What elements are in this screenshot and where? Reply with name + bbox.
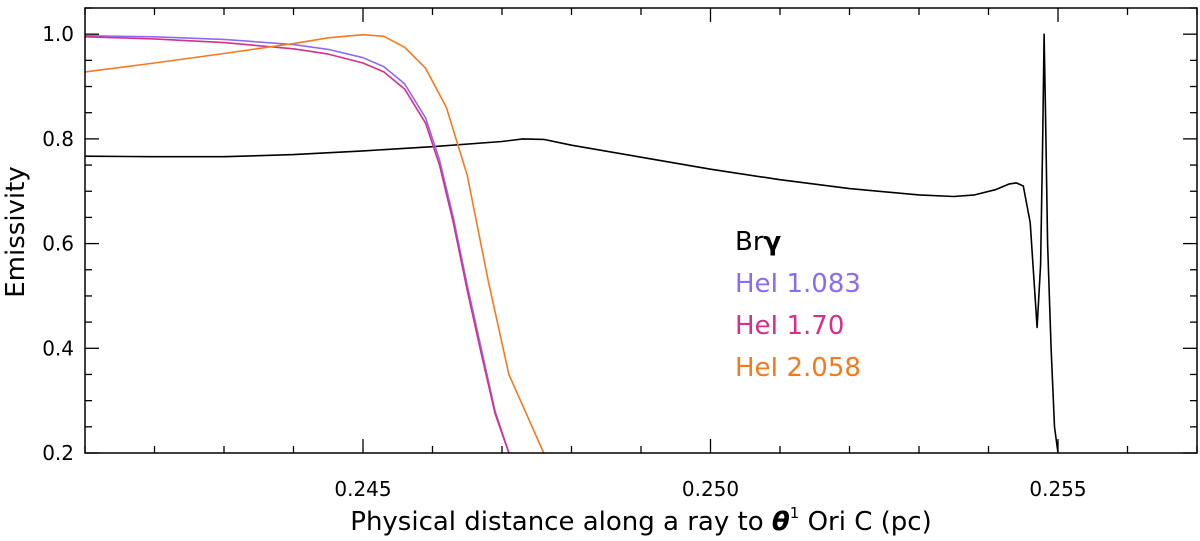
x-axis-ticks (84, 8, 1198, 453)
x-tick-label: 0.250 (682, 477, 739, 501)
x-axis-title: Physical distance along a ray to θ1 Ori … (350, 504, 931, 537)
legend-entry: HeI 1.083 (735, 269, 861, 299)
x-axis-title-superscript: 1 (790, 504, 800, 522)
legend-entry-label: HeI 1.083 (735, 269, 861, 299)
x-tick-label: 0.245 (334, 477, 391, 501)
x-axis-title-suffix: Ori C (pc) (799, 507, 931, 537)
y-tick-label: 1.0 (42, 22, 74, 46)
legend-entry-greek: γ (764, 227, 782, 257)
x-tick-label: 0.255 (1029, 477, 1086, 501)
plot-frame (84, 7, 1198, 454)
legend-entry: HeI 1.70 (735, 311, 844, 341)
legend-entry-label: Br (735, 227, 764, 257)
y-tick-label: 0.2 (42, 441, 74, 465)
x-axis-title-symbol: θ (772, 507, 790, 537)
y-tick-label: 0.4 (42, 336, 74, 360)
series-line-hei-1-70 (85, 36, 510, 453)
legend-entry-label: HeI 1.70 (735, 311, 844, 341)
series-line-hei-1-083 (85, 34, 510, 453)
y-axis-title: Emissivity (1, 166, 31, 298)
x-axis-title-prefix: Physical distance along a ray to (350, 507, 772, 537)
legend-entry: HeI 2.058 (735, 353, 861, 383)
legend-entry-label: HeI 2.058 (735, 353, 861, 383)
series-line-hei-2-058 (85, 33, 545, 453)
y-tick-label: 0.8 (42, 127, 74, 151)
y-axis-tick-labels: 0.2 0.4 0.6 0.8 1.0 (42, 22, 74, 465)
series-lines (85, 33, 1059, 453)
legend: Brγ HeI 1.083 HeI 1.70 HeI 2.058 (735, 227, 861, 383)
series-line-br (85, 33, 1059, 453)
legend-entry: Brγ (735, 227, 782, 257)
x-axis-tick-labels: 0.245 0.250 0.255 (334, 477, 1086, 501)
y-tick-label: 0.6 (42, 232, 74, 256)
